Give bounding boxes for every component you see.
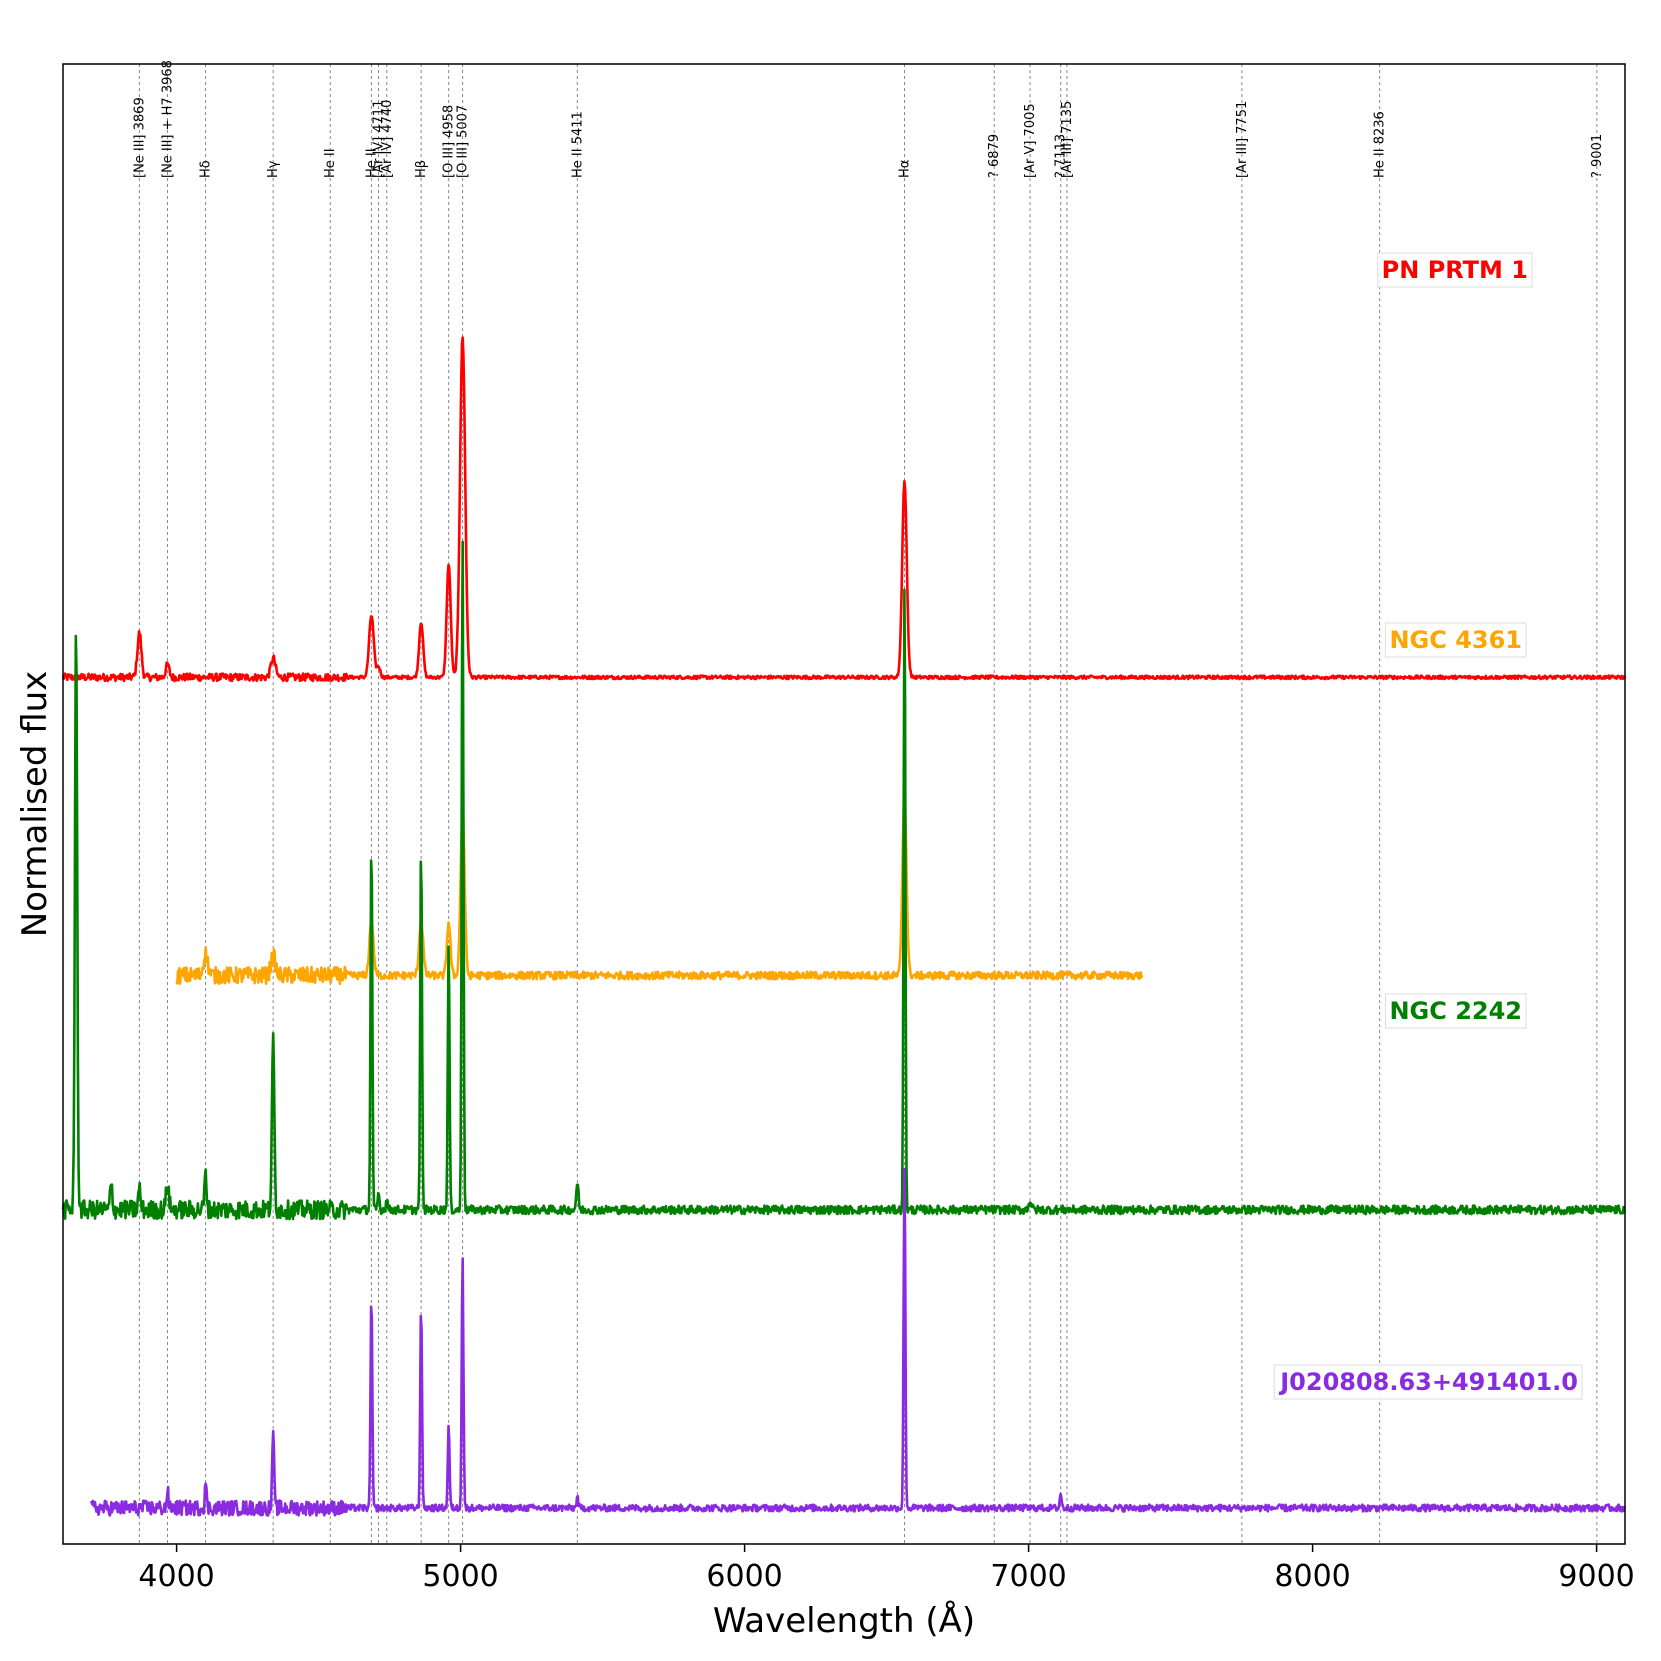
emission-line-label: ? 9001	[1590, 134, 1605, 178]
series-label-box	[1377, 252, 1533, 288]
emission-line-label: Hβ	[414, 160, 429, 178]
y-axis-title: Normalised flux	[15, 671, 55, 938]
emission-line-label: ? 7113	[1054, 134, 1069, 178]
emission-line-label: [Ar IV] 4711	[372, 100, 387, 178]
x-tick-label: 4000	[138, 1559, 214, 1594]
spectrum-series	[61, 336, 1627, 1517]
x-tick-label: 6000	[706, 1559, 782, 1594]
emission-line-label: [Ne III] 3869	[132, 97, 147, 178]
series-label-0: PN PRTM 1	[1382, 256, 1528, 284]
x-axis-title: Wavelength (Å)	[713, 1600, 975, 1641]
series-label-2: NGC 2242	[1389, 997, 1522, 1025]
emission-line-label: Hα	[897, 160, 912, 178]
emission-line-label: Hγ	[266, 160, 281, 178]
emission-line-label: [Ar III] 7751	[1235, 101, 1250, 178]
spectrum-line-1	[175, 791, 1144, 986]
emission-line-label: He II	[323, 148, 338, 178]
spectrum-line-2	[61, 540, 1626, 1221]
emission-line-label: ? 6879	[987, 134, 1002, 178]
emission-line-label: [Ar V] 7005	[1023, 103, 1038, 178]
emission-line-label: [Ar III] 7135	[1060, 101, 1075, 178]
emission-line-markers	[138, 64, 1598, 1544]
x-tick-label: 5000	[422, 1559, 498, 1594]
spectrum-line-3	[90, 1167, 1627, 1517]
spectrum-line-0	[61, 336, 1627, 683]
x-tick-label: 8000	[1274, 1559, 1350, 1594]
series-label-box	[1384, 622, 1527, 658]
series-label-3: J020808.63+491401.0	[1278, 1368, 1578, 1396]
series-label-box	[1384, 993, 1527, 1029]
emission-line-labels: [Ne III] 3869 [Ne III] + H7 3968 Hδ Hγ He II…	[132, 60, 1604, 178]
x-tick-label: 9000	[1558, 1559, 1634, 1594]
series-label-1: NGC 4361	[1389, 626, 1522, 654]
emission-line-label: [Ne III] + H7 3968	[161, 60, 176, 178]
x-tick-label: 7000	[990, 1559, 1066, 1594]
series-legend: PN PRTM 1 NGC 4361 NGC 2242 J020808.63+4914…	[1273, 252, 1583, 1400]
emission-line-label: [Ar IV] 4740	[380, 100, 395, 178]
emission-line-label: [O III] 5007	[456, 105, 471, 178]
emission-line-label: He II	[364, 148, 379, 178]
emission-line-label: He II 5411	[570, 111, 585, 178]
plot-frame	[62, 63, 1626, 1545]
emission-line-label: He II 8236	[1373, 111, 1388, 178]
x-axis-ticks: 4000 5000 6000 7000 8000 9000	[138, 1544, 1635, 1594]
emission-line-label: [O III] 4958	[442, 105, 457, 178]
emission-line-label: Hδ	[199, 160, 214, 178]
series-label-box	[1273, 1364, 1583, 1400]
